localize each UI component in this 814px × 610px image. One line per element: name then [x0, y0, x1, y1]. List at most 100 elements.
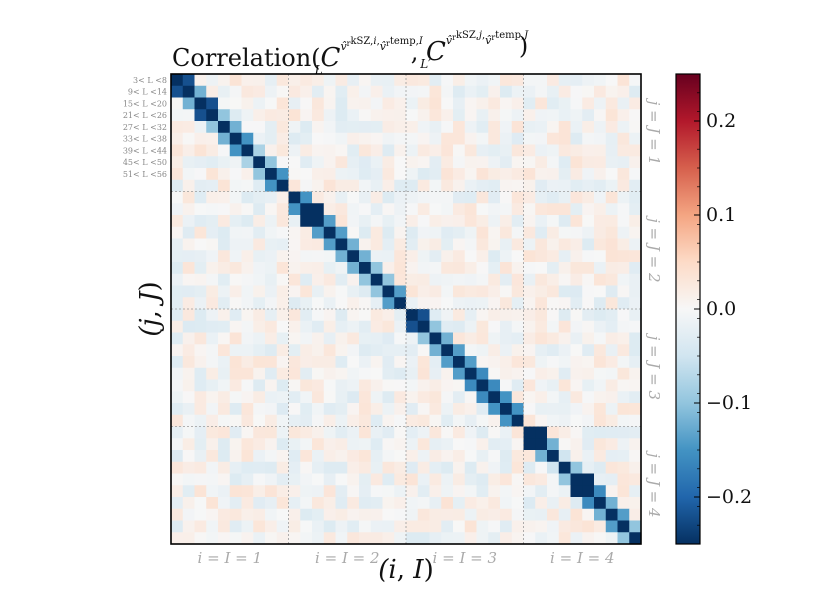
- heatmap-cell: [194, 238, 207, 251]
- heatmap-cell: [312, 473, 325, 486]
- heatmap-cell: [429, 85, 442, 98]
- heatmap-cell: [253, 379, 266, 392]
- heatmap-cell: [629, 74, 642, 87]
- heatmap-cell: [335, 485, 348, 498]
- heatmap-cell: [323, 403, 336, 416]
- heatmap-cell: [347, 367, 360, 380]
- heatmap-cell: [558, 450, 571, 463]
- heatmap-cell: [582, 356, 595, 369]
- heatmap-cell: [288, 121, 301, 134]
- heatmap-cell: [500, 156, 513, 169]
- heatmap-cell: [406, 262, 419, 275]
- heatmap-cell: [570, 320, 583, 333]
- heatmap-cell: [218, 414, 231, 427]
- heatmap-cell: [323, 450, 336, 463]
- heatmap-cell: [229, 297, 242, 310]
- heatmap-cell: [558, 156, 571, 169]
- heatmap-cell: [241, 497, 254, 510]
- heatmap-cell: [417, 438, 430, 451]
- heatmap-cell: [218, 85, 231, 98]
- heatmap-cell: [206, 85, 219, 98]
- heatmap-cell: [547, 179, 560, 192]
- heatmap-cell: [265, 168, 278, 181]
- heatmap-cell: [558, 320, 571, 333]
- heatmap-cell: [206, 109, 219, 122]
- heatmap-cell: [394, 403, 407, 416]
- heatmap-cell: [500, 144, 513, 157]
- heatmap-cell: [347, 344, 360, 357]
- heatmap-cell: [429, 485, 442, 498]
- heatmap-cell: [394, 250, 407, 263]
- heatmap-cell: [218, 238, 231, 251]
- heatmap-cell: [241, 156, 254, 169]
- heatmap-cell: [206, 179, 219, 192]
- heatmap-cell: [441, 309, 454, 322]
- heatmap-cell: [194, 203, 207, 216]
- heatmap-cell: [570, 473, 583, 486]
- heatmap-cell: [417, 367, 430, 380]
- heatmap-cell: [464, 297, 477, 310]
- heatmap-cell: [300, 320, 313, 333]
- heatmap-cell: [206, 262, 219, 275]
- heatmap-cell: [629, 238, 642, 251]
- heatmap-cell: [288, 156, 301, 169]
- heatmap-cell: [535, 379, 548, 392]
- heatmap-cell: [288, 403, 301, 416]
- heatmap-cell: [406, 520, 419, 533]
- heatmap-cell: [182, 109, 195, 122]
- plot-frame: [170, 73, 642, 545]
- heatmap-cell: [312, 285, 325, 298]
- heatmap-cell: [488, 121, 501, 134]
- heatmap-cell: [265, 485, 278, 498]
- heatmap-cell: [629, 132, 642, 145]
- heatmap-cell: [253, 426, 266, 439]
- heatmap-cell: [335, 74, 348, 87]
- heatmap-cell: [359, 226, 372, 239]
- heatmap-cell: [617, 262, 630, 275]
- heatmap-cell: [288, 414, 301, 427]
- heatmap-cell: [359, 367, 372, 380]
- heatmap-cell: [500, 297, 513, 310]
- heatmap-cell: [429, 273, 442, 286]
- heatmap-cell: [265, 74, 278, 87]
- heatmap-cell: [535, 109, 548, 122]
- heatmap-cell: [464, 226, 477, 239]
- heatmap-cell: [582, 297, 595, 310]
- heatmap-cell: [417, 391, 430, 404]
- heatmap-cell: [394, 285, 407, 298]
- heatmap-cell: [241, 144, 254, 157]
- heatmap-cell: [594, 215, 607, 228]
- heatmap-cell: [229, 262, 242, 275]
- heatmap-cell: [488, 144, 501, 157]
- heatmap-cell: [523, 203, 536, 216]
- y-axis-label: (j, J): [135, 281, 165, 336]
- heatmap-cell: [441, 438, 454, 451]
- heatmap-cell: [265, 508, 278, 521]
- heatmap-cell: [417, 238, 430, 251]
- heatmap-cell: [406, 320, 419, 333]
- heatmap-cell: [241, 508, 254, 521]
- heatmap-cell: [558, 144, 571, 157]
- heatmap-cell: [323, 414, 336, 427]
- heatmap-cell: [582, 438, 595, 451]
- heatmap-cell: [441, 497, 454, 510]
- heatmap-cell: [171, 168, 184, 181]
- heatmap-cell: [558, 226, 571, 239]
- heatmap-cell: [312, 414, 325, 427]
- row-tick-label: 27< L <32: [123, 123, 167, 132]
- heatmap-cell: [417, 156, 430, 169]
- heatmap-cell: [582, 309, 595, 322]
- heatmap-cell: [453, 332, 466, 345]
- heatmap-cell: [417, 426, 430, 439]
- heatmap-cell: [253, 74, 266, 87]
- heatmap-cell: [629, 309, 642, 322]
- heatmap-cell: [453, 85, 466, 98]
- heatmap-cell: [523, 391, 536, 404]
- heatmap-cell: [206, 497, 219, 510]
- heatmap-cell: [605, 168, 618, 181]
- heatmap-cell: [617, 356, 630, 369]
- heatmap-cell: [547, 379, 560, 392]
- heatmap-cell: [523, 191, 536, 204]
- heatmap-cell: [288, 238, 301, 251]
- heatmap-cell: [547, 508, 560, 521]
